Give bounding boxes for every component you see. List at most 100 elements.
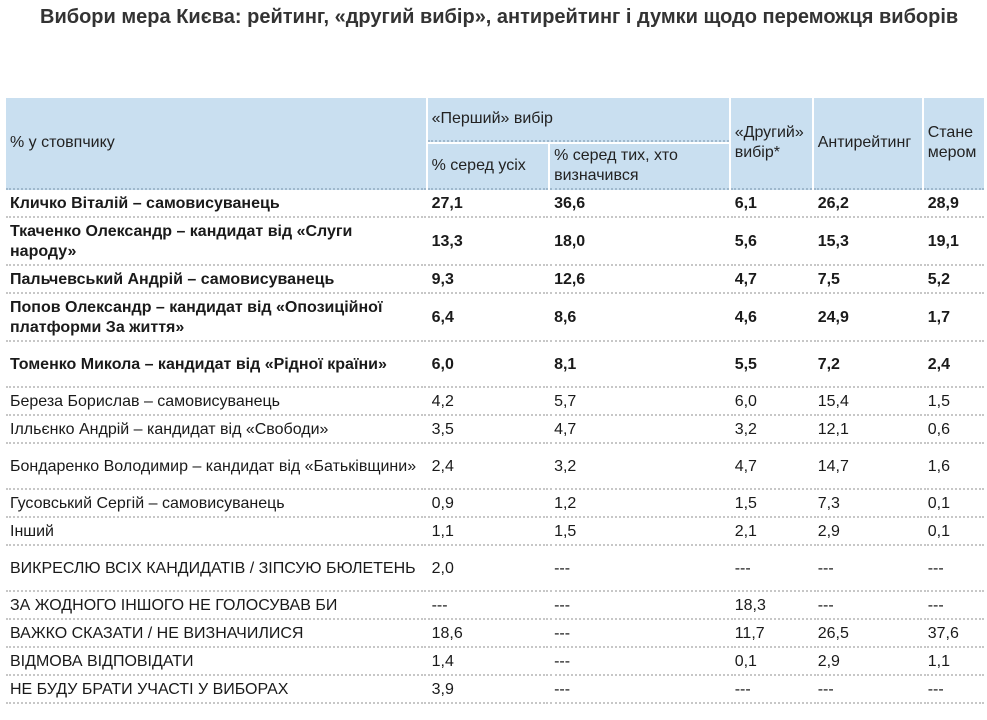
table-row: ВАЖКО СКАЗАТИ / НЕ ВИЗНАЧИЛИСЯ 18,6 --- … [6,622,984,648]
value-mayor: 28,9 [923,192,984,218]
table-row: НЕ БУДУ БРАТИ УЧАСТІ У ВИБОРАХ 3,9 --- -… [6,678,984,704]
header-row-label: % у стовпчику [6,98,426,190]
value-anti: 12,1 [813,418,922,444]
header-will-be-mayor: Стане мером [923,98,984,190]
table-row: Гусовський Сергій – самовисуванець 0,9 1… [6,492,984,518]
value-second: 1,5 [730,492,812,518]
value-decided: 1,5 [550,520,729,546]
candidate-name: Ткаченко Олександр – кандидат від «Слуги… [6,220,426,266]
value-all: 2,4 [427,446,549,490]
header-decided: % серед тих, хто визначився [550,144,729,190]
value-second: 5,6 [730,220,812,266]
value-all: 1,1 [427,520,549,546]
value-mayor: 0,1 [923,520,984,546]
candidate-name: ВІДМОВА ВІДПОВІДАТИ [6,650,426,676]
value-mayor: 1,7 [923,296,984,342]
value-anti: 15,3 [813,220,922,266]
value-all: 6,0 [427,344,549,388]
value-decided: --- [550,678,729,704]
value-decided: 5,7 [550,390,729,416]
candidate-name: Пальчевський Андрій – самовисуванець [6,268,426,294]
value-all: 13,3 [427,220,549,266]
value-second: 18,3 [730,594,812,620]
value-second: --- [730,678,812,704]
candidate-name: Бондаренко Володимир – кандидат від «Бат… [6,446,426,490]
value-decided: 8,1 [550,344,729,388]
header-second-choice: «Другий» вибір* [730,98,812,190]
value-second: 0,1 [730,650,812,676]
value-mayor: 0,1 [923,492,984,518]
value-all: 4,2 [427,390,549,416]
value-second: 5,5 [730,344,812,388]
table-row: Бондаренко Володимир – кандидат від «Бат… [6,446,984,490]
value-all: 27,1 [427,192,549,218]
value-all: 3,5 [427,418,549,444]
page-title: Вибори мера Києва: рейтинг, «другий вибі… [40,6,959,28]
value-anti: 7,5 [813,268,922,294]
value-all: 0,9 [427,492,549,518]
poll-table: % у стовпчику «Перший» вибір «Другий» ви… [4,96,986,706]
value-second: 6,1 [730,192,812,218]
value-mayor: 37,6 [923,622,984,648]
candidate-name: Кличко Віталій – самовисуванець [6,192,426,218]
value-decided: --- [550,548,729,592]
value-mayor: 5,2 [923,268,984,294]
candidate-name: ЗА ЖОДНОГО ІНШОГО НЕ ГОЛОСУВАВ БИ [6,594,426,620]
value-all: 3,9 [427,678,549,704]
header-anti-rating: Антирейтинг [813,98,922,190]
value-decided: --- [550,594,729,620]
value-anti: --- [813,594,922,620]
table-row: Томенко Микола – кандидат від «Рідної кр… [6,344,984,388]
value-anti: --- [813,548,922,592]
table-row: Ткаченко Олександр – кандидат від «Слуги… [6,220,984,266]
value-second: 4,6 [730,296,812,342]
value-second: 6,0 [730,390,812,416]
value-anti: 24,9 [813,296,922,342]
table-header-row: % у стовпчику «Перший» вибір «Другий» ви… [6,98,984,190]
value-all: --- [427,594,549,620]
value-mayor: --- [923,678,984,704]
value-anti: 26,5 [813,622,922,648]
value-decided: 1,2 [550,492,729,518]
value-decided: 4,7 [550,418,729,444]
value-decided: 8,6 [550,296,729,342]
candidate-name: Інший [6,520,426,546]
table-row: Інший 1,1 1,5 2,1 2,9 0,1 [6,520,984,546]
candidate-name: Береза Борислав – самовисуванець [6,390,426,416]
value-anti: 14,7 [813,446,922,490]
value-second: --- [730,548,812,592]
value-mayor: 2,4 [923,344,984,388]
value-anti: --- [813,678,922,704]
value-all: 6,4 [427,296,549,342]
header-first-choice: «Перший» вибір [427,98,729,142]
table-row: Ілльєнко Андрій – кандидат від «Свободи»… [6,418,984,444]
value-decided: 12,6 [550,268,729,294]
value-anti: 2,9 [813,520,922,546]
value-second: 4,7 [730,446,812,490]
value-anti: 7,2 [813,344,922,388]
value-anti: 15,4 [813,390,922,416]
table-row: ЗА ЖОДНОГО ІНШОГО НЕ ГОЛОСУВАВ БИ --- --… [6,594,984,620]
value-mayor: --- [923,594,984,620]
value-decided: --- [550,650,729,676]
candidate-name: ВИКРЕСЛЮ ВСІХ КАНДИДАТІВ / ЗІПСУЮ БЮЛЕТЕ… [6,548,426,592]
value-anti: 2,9 [813,650,922,676]
table-row: Кличко Віталій – самовисуванець 27,1 36,… [6,192,984,218]
header-all: % серед усіх [427,144,549,190]
value-second: 2,1 [730,520,812,546]
value-anti: 26,2 [813,192,922,218]
candidate-name: НЕ БУДУ БРАТИ УЧАСТІ У ВИБОРАХ [6,678,426,704]
value-mayor: 1,6 [923,446,984,490]
value-all: 1,4 [427,650,549,676]
value-mayor: 19,1 [923,220,984,266]
candidate-name: ВАЖКО СКАЗАТИ / НЕ ВИЗНАЧИЛИСЯ [6,622,426,648]
value-second: 3,2 [730,418,812,444]
value-all: 18,6 [427,622,549,648]
value-all: 9,3 [427,268,549,294]
value-mayor: --- [923,548,984,592]
candidate-name: Ілльєнко Андрій – кандидат від «Свободи» [6,418,426,444]
value-mayor: 1,1 [923,650,984,676]
table-row: Пальчевський Андрій – самовисуванець 9,3… [6,268,984,294]
table-row: ВІДМОВА ВІДПОВІДАТИ 1,4 --- 0,1 2,9 1,1 [6,650,984,676]
value-mayor: 0,6 [923,418,984,444]
